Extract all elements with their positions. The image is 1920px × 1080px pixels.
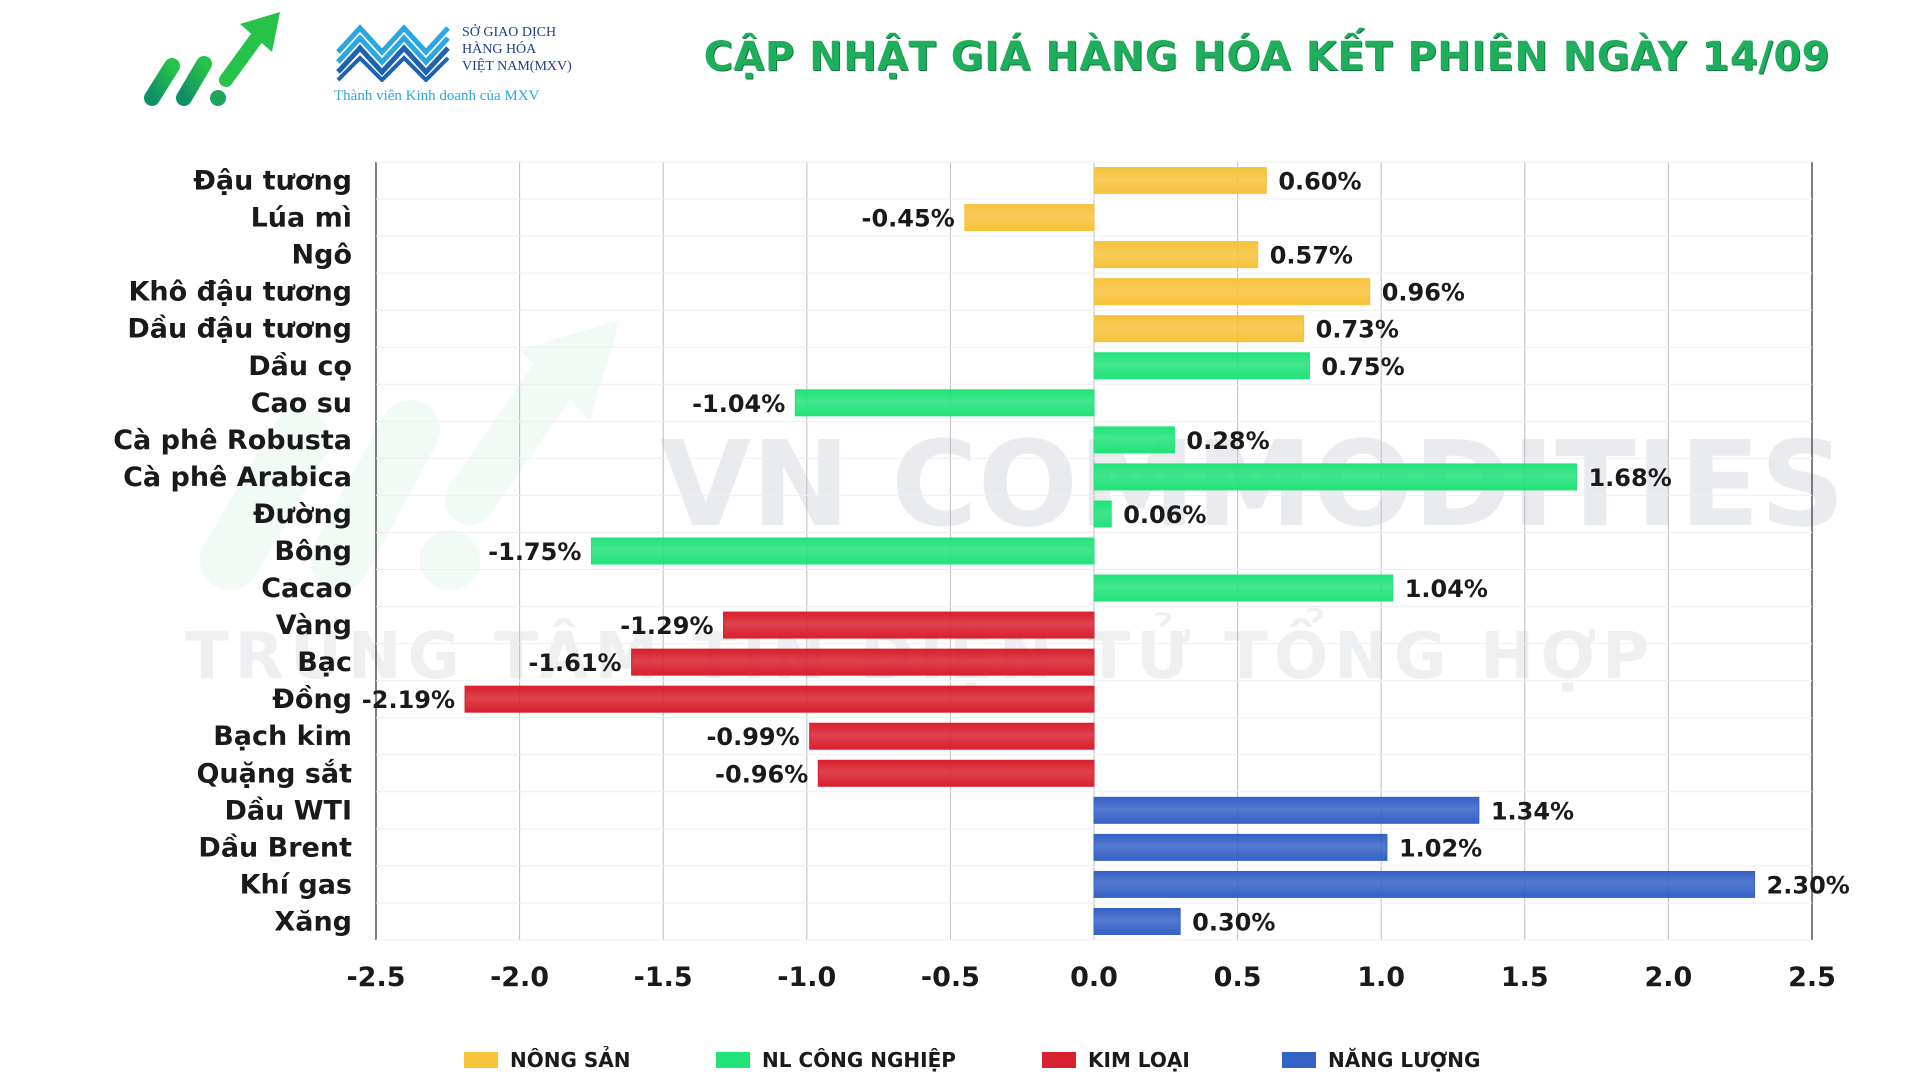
bar-14 [631, 648, 1095, 676]
x-tick-label: 1.0 [1357, 962, 1405, 993]
x-tick-label: -0.5 [921, 962, 980, 993]
category-label: Bạch kim [213, 721, 352, 752]
mxv-name-line-2: HÀNG HÓA [462, 42, 537, 57]
legend-swatch-kim-loai [1042, 1052, 1076, 1068]
bar-20 [1093, 870, 1756, 898]
value-label: 0.96% [1382, 279, 1465, 307]
legend-swatch-nl-cong-nghiep [716, 1052, 750, 1068]
category-label: Dầu Brent [198, 832, 352, 863]
bar-10 [1093, 500, 1112, 528]
bar-6 [1093, 352, 1310, 380]
category-label: Dầu cọ [248, 351, 352, 382]
legend: NÔNG SẢN NL CÔNG NGHIỆP KIM LOẠI NĂNG LƯỢNG [464, 1047, 1480, 1072]
bar-12 [1093, 574, 1394, 602]
value-label: 0.75% [1321, 353, 1404, 381]
bar-21 [1093, 907, 1181, 935]
value-label: 1.34% [1491, 797, 1574, 825]
mxv-name-line-3: VIỆT NAM(MXV) [462, 59, 572, 74]
bar-15 [464, 685, 1095, 713]
x-tick-label: -2.0 [490, 962, 549, 993]
bar-19 [1093, 833, 1388, 861]
category-label: Bông [274, 536, 352, 567]
legend-swatch-nang-luong [1282, 1052, 1316, 1068]
value-label: -1.75% [488, 538, 581, 566]
category-label: Bạc [297, 647, 352, 678]
mxv-tagline: Thành viên Kinh doanh của MXV [334, 88, 540, 104]
category-label: Đậu tương [193, 166, 352, 197]
value-label: 1.68% [1588, 464, 1671, 492]
legend-label: NÔNG SẢN [510, 1047, 630, 1072]
category-label: Lúa mì [251, 203, 352, 234]
mxv-name: SỞ GIAO DỊCH HÀNG HÓA VIỆT NAM(MXV) [462, 24, 572, 75]
category-label: Dầu đậu tương [127, 314, 352, 345]
value-labels: 0.60% -0.45% 0.57% 0.96% 0.73% 0.75% -1.04% 0.2… [362, 168, 1850, 937]
x-tick-label: 1.5 [1501, 962, 1549, 993]
bar-5 [1093, 315, 1305, 343]
category-label: Quặng sắt [196, 758, 352, 789]
value-label: -0.99% [706, 723, 799, 751]
category-label: Khô đậu tương [129, 277, 353, 308]
bar-13 [723, 611, 1095, 639]
bar-4 [1093, 278, 1371, 306]
mxv-name-line-1: SỞ GIAO DỊCH [462, 25, 557, 40]
legend-label: KIM LOẠI [1088, 1048, 1190, 1072]
value-label: 0.28% [1186, 427, 1269, 455]
value-label: 0.73% [1316, 316, 1399, 344]
x-tick-label: -1.0 [777, 962, 836, 993]
legend-label: NL CÔNG NGHIỆP [762, 1048, 956, 1072]
value-label: -1.04% [692, 390, 785, 418]
category-label: Cà phê Robusta [113, 425, 352, 456]
category-label: Cao su [251, 388, 352, 419]
header: SỞ GIAO DỊCH HÀNG HÓA VIỆT NAM(MXV) Thàn… [0, 0, 1920, 120]
bar-8 [1093, 426, 1175, 454]
watermark-arrow-icon [200, 320, 620, 590]
category-label: Đồng [272, 684, 352, 715]
category-label: Vàng [276, 610, 352, 641]
value-label: 0.06% [1123, 501, 1206, 529]
mxv-logo-mark [336, 24, 450, 82]
category-label: Dầu WTI [225, 795, 353, 826]
bar-3 [1093, 241, 1259, 269]
category-label: Cacao [261, 573, 352, 604]
category-label: Ngô [292, 240, 352, 271]
legend-swatch-nong-san [464, 1052, 498, 1068]
value-label: 1.02% [1399, 834, 1482, 862]
bar-7 [794, 389, 1095, 417]
category-label: Đường [253, 499, 352, 530]
bar-16 [809, 722, 1095, 750]
category-label: Cà phê Arabica [123, 462, 352, 493]
bar-17 [817, 759, 1095, 787]
value-label: -1.61% [528, 649, 621, 677]
bar-1 [1093, 167, 1267, 195]
x-tick-label: 0.5 [1214, 962, 1262, 993]
legend-label: NĂNG LƯỢNG [1328, 1048, 1480, 1072]
page-title: CẬP NHẬT GIÁ HÀNG HÓA KẾT PHIÊN NGÀY 14/… [703, 34, 1830, 80]
category-labels: Đậu tương Lúa mì Ngô Khô đậu tương Dầu đậu t… [113, 166, 352, 938]
value-label: 2.30% [1767, 871, 1850, 899]
category-label: Xăng [274, 906, 352, 937]
x-tick-label: -1.5 [634, 962, 693, 993]
value-label: 0.57% [1270, 242, 1353, 270]
bar-18 [1093, 796, 1480, 824]
x-axis-ticks: -2.5 -2.0 -1.5 -1.0 -0.5 0.0 0.5 1.0 1.5 2.0 2.5 [346, 962, 1835, 993]
x-tick-label: 2.5 [1788, 962, 1836, 993]
value-label: 0.30% [1192, 908, 1275, 936]
value-label: -2.19% [362, 686, 455, 714]
bars [464, 167, 1756, 935]
value-label: 0.60% [1278, 168, 1361, 196]
x-tick-label: 0.0 [1070, 962, 1118, 993]
x-tick-label: 2.0 [1644, 962, 1692, 993]
value-label: 1.04% [1405, 575, 1488, 603]
bar-9 [1093, 463, 1577, 491]
bar-2 [964, 204, 1095, 232]
value-label: -0.96% [715, 760, 808, 788]
x-tick-label: -2.5 [346, 962, 405, 993]
brand-arrow-logo [144, 12, 280, 106]
bar-11 [590, 537, 1095, 565]
category-label: Khí gas [240, 869, 352, 900]
value-label: -1.29% [620, 612, 713, 640]
value-label: -0.45% [862, 205, 955, 233]
